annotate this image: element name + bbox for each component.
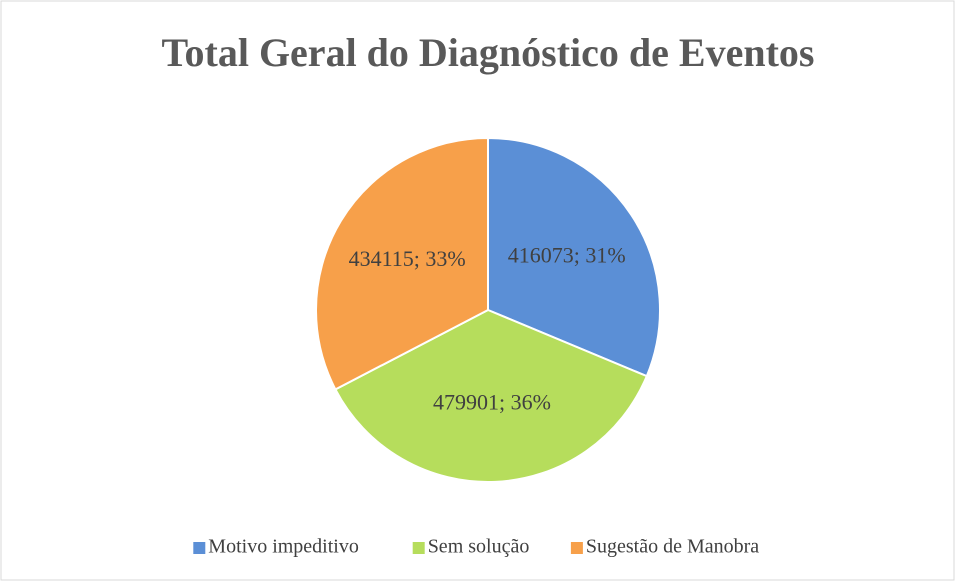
data-label: 434115; 33% xyxy=(349,246,466,271)
legend-label: Sugestão de Manobra xyxy=(586,536,759,558)
legend-label: Motivo impeditivo xyxy=(208,536,359,558)
legend-swatch xyxy=(412,542,425,554)
legend-swatch xyxy=(193,542,206,554)
data-label: 416073; 31% xyxy=(508,243,626,268)
legend-label: Sem solução xyxy=(428,536,530,558)
data-label: 479901; 36% xyxy=(433,390,551,415)
chart-title: Total Geral do Diagnóstico de Eventos xyxy=(162,30,815,75)
pie-slice xyxy=(334,308,649,483)
pie-slice xyxy=(487,136,661,378)
pie-slice xyxy=(315,136,489,391)
legend-swatch xyxy=(570,542,583,554)
